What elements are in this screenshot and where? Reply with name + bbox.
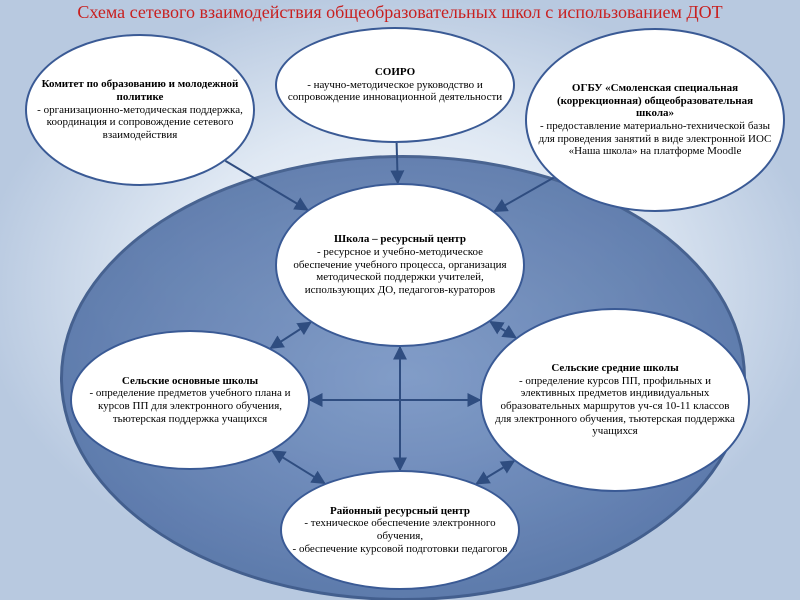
node-soiro: СОИРО- научно-методическое руководство и…: [275, 27, 515, 143]
node-soiro-title: СОИРО: [375, 66, 415, 79]
node-committee-desc: - организационно-методическая поддержка,…: [37, 104, 243, 142]
diagram-title: Схема сетевого взаимодействия общеобразо…: [0, 2, 800, 23]
node-district-title: Районный ресурсный центр: [330, 505, 470, 518]
node-resource-title: Школа – ресурсный центр: [334, 233, 466, 246]
node-ogbu-title: ОГБУ «Смоленская специальная (коррекцион…: [537, 82, 773, 120]
node-committee-title: Комитет по образованию и молодежной поли…: [37, 78, 243, 103]
node-rural_mid-desc: - определение курсов ПП, профильных и эл…: [492, 375, 738, 438]
node-district-desc: - техническое обеспечение электронного о…: [292, 517, 508, 555]
node-rural_mid-title: Сельские средние школы: [551, 362, 678, 375]
node-ogbu-desc: - предоставление материально-технической…: [537, 120, 773, 158]
node-soiro-desc: - научно-методическое руководство и сопр…: [287, 79, 503, 104]
node-rural_mid: Сельские средние школы- определение курс…: [480, 308, 750, 492]
node-rural_basic: Сельские основные школы- определение пре…: [70, 330, 310, 470]
node-ogbu: ОГБУ «Смоленская специальная (коррекцион…: [525, 28, 785, 212]
node-resource-desc: - ресурсное и учебно-методическое обеспе…: [287, 246, 513, 297]
node-rural_basic-title: Сельские основные школы: [122, 375, 258, 388]
node-committee: Комитет по образованию и молодежной поли…: [25, 34, 255, 186]
node-district: Районный ресурсный центр- техническое об…: [280, 470, 520, 590]
node-resource: Школа – ресурсный центр- ресурсное и уче…: [275, 183, 525, 347]
node-rural_basic-desc: - определение предметов учебного плана и…: [82, 387, 298, 425]
